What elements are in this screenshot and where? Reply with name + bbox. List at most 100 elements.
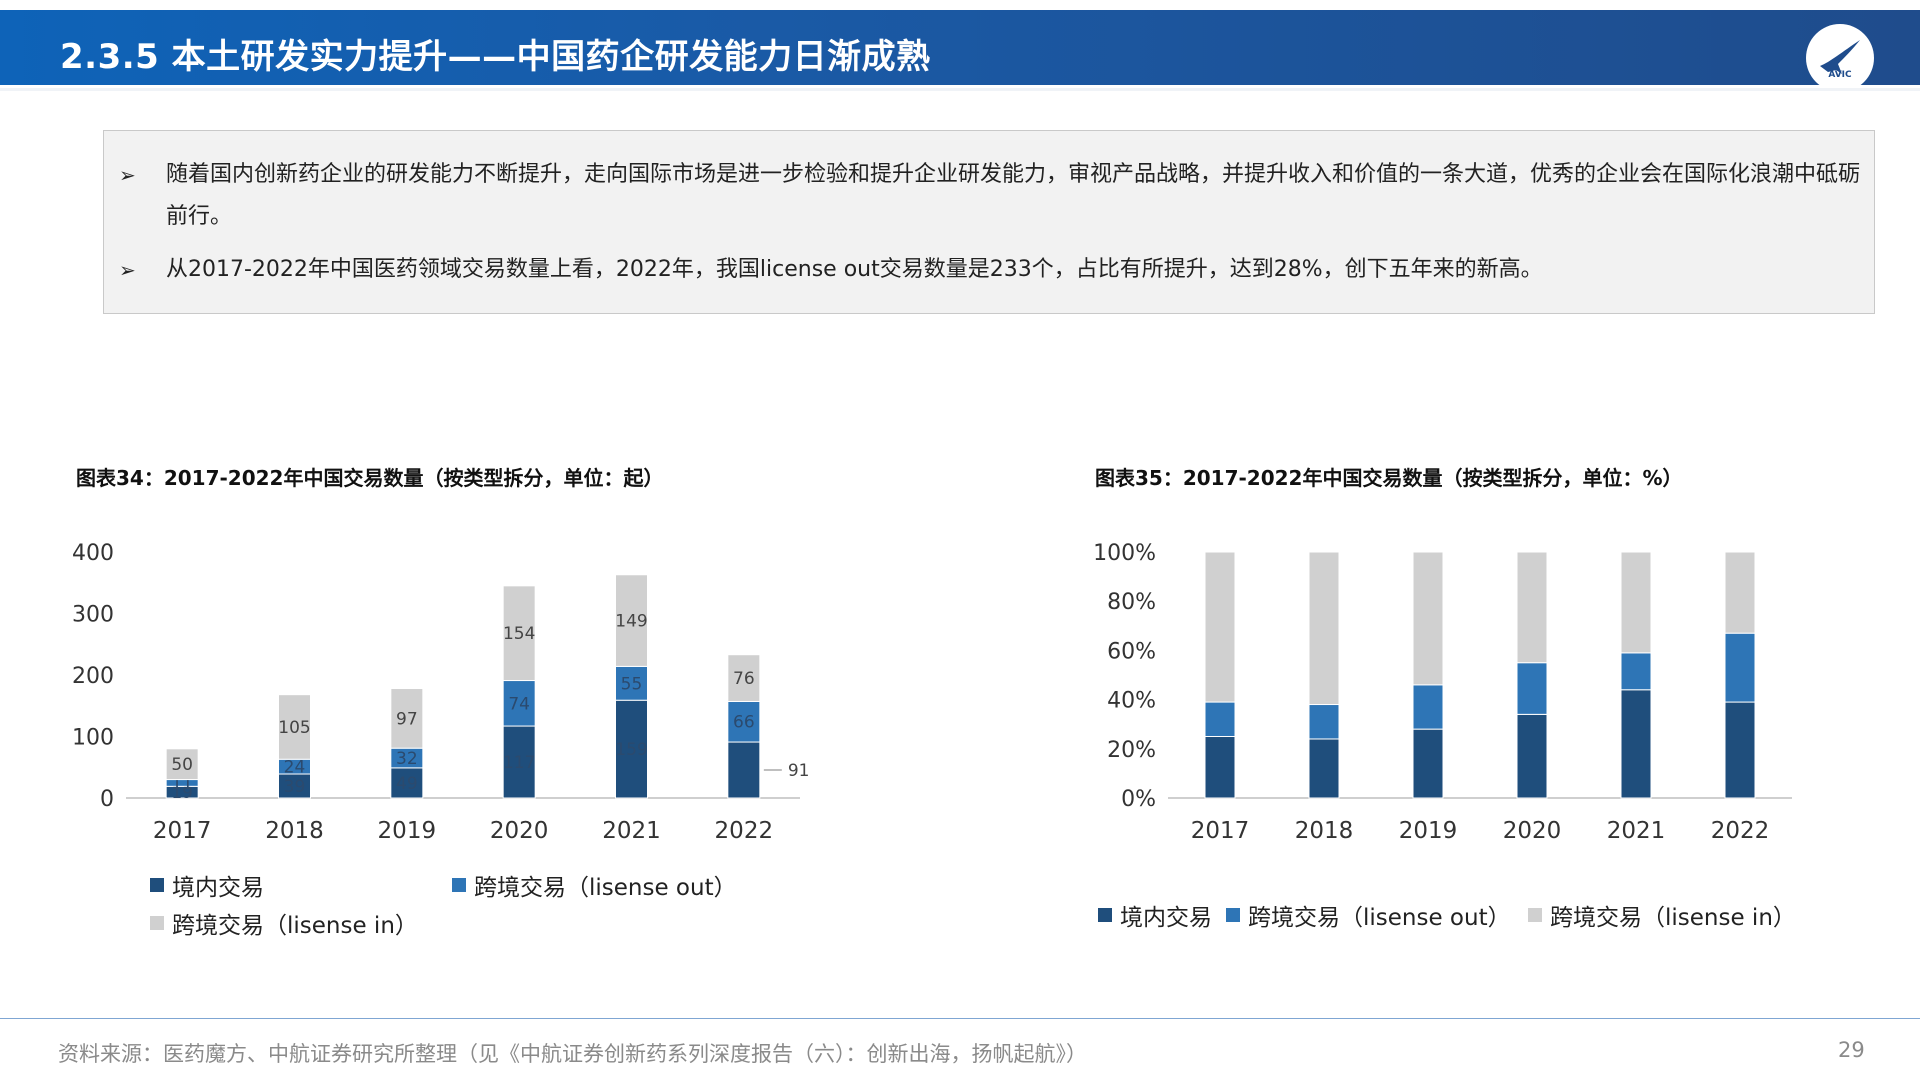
x-tick-label: 2022 — [1711, 818, 1770, 844]
bar-segment — [1620, 652, 1652, 691]
legend-swatch — [1098, 908, 1112, 922]
data-label: 50 — [171, 755, 193, 775]
x-tick-label: 2019 — [1399, 818, 1458, 844]
x-tick-label: 2019 — [378, 818, 437, 844]
logo-text: AVIC — [1828, 70, 1852, 80]
legend-swatch — [452, 878, 466, 892]
y-tick-label: 400 — [72, 541, 114, 566]
bar-segment — [1620, 689, 1652, 799]
bar-segment — [502, 585, 536, 682]
x-tick-label: 2018 — [265, 818, 324, 844]
bar-segment — [1724, 632, 1756, 703]
bar-segment — [1724, 701, 1756, 799]
x-tick-label: 2018 — [1295, 818, 1354, 844]
bar-segment — [615, 574, 648, 667]
y-tick-label: 40% — [1107, 689, 1156, 714]
legend-swatch — [150, 878, 164, 892]
data-label: 76 — [733, 669, 755, 689]
data-label: 91 — [788, 761, 810, 781]
bar-segment — [1412, 684, 1444, 730]
legend-item-domestic: 境内交易 — [150, 868, 264, 902]
plane-icon — [1820, 40, 1860, 74]
data-label: 66 — [733, 713, 755, 733]
legend-item-domestic: 境内交易 — [1098, 898, 1212, 932]
x-tick-label: 2017 — [1191, 818, 1250, 844]
legend-item-license-out: 跨境交易（lisense out） — [1226, 898, 1511, 932]
y-tick-label: 100% — [1093, 541, 1156, 566]
bar-segment — [1516, 662, 1548, 715]
y-tick-label: 100 — [72, 726, 114, 751]
bar-segment — [1620, 551, 1652, 654]
x-tick-label: 2020 — [1503, 818, 1562, 844]
data-label: 97 — [396, 709, 418, 729]
header-divider — [0, 88, 1920, 91]
legend-label: 境内交易 — [172, 875, 264, 901]
data-label: 49 — [396, 774, 418, 794]
bar-segment — [727, 700, 761, 743]
data-label: 149 — [615, 612, 647, 632]
chart-title-34: 图表34：2017-2022年中国交易数量（按类型拆分，单位：起） — [76, 466, 664, 490]
header-bar: 2.3.5 本土研发实力提升——中国药企研发能力日渐成熟 AVIC — [0, 10, 1920, 92]
chart-title-35: 图表35：2017-2022年中国交易数量（按类型拆分，单位：%） — [1095, 466, 1683, 490]
bullet-arrow-icon: ➢ — [119, 163, 136, 187]
bar-segment — [165, 748, 199, 781]
bar-segment — [1308, 738, 1340, 799]
bar-segment — [615, 699, 648, 799]
data-label: 55 — [621, 674, 643, 694]
y-tick-label: 200 — [72, 664, 114, 689]
bar-segment — [1204, 551, 1236, 703]
summary-bullet: ➢ 随着国内创新药企业的研发能力不断提升，走向国际市场是进一步检验和提升企业研发… — [119, 154, 1864, 238]
legend-swatch — [1528, 908, 1542, 922]
legend-label: 跨境交易（lisense out） — [1248, 905, 1511, 931]
bar-segment — [390, 767, 424, 799]
bullet-text: 从2017-2022年中国医药领域交易数量上看，2022年，我国license … — [166, 257, 1543, 282]
y-tick-label: 80% — [1107, 590, 1156, 615]
chart-35: 0% 20% 40% 60% 80% 100% 2017 2018 2019 2020 2021 20… — [1093, 541, 1792, 844]
bar-segment — [390, 688, 424, 749]
x-tick-label: 2021 — [1607, 818, 1666, 844]
legend-label: 跨境交易（lisense in） — [1550, 905, 1796, 931]
data-label: 154 — [503, 624, 535, 644]
bar-segment — [1204, 736, 1236, 799]
legend-label: 境内交易 — [1120, 905, 1212, 931]
x-tick-label: 2020 — [490, 818, 549, 844]
data-label: 74 — [508, 694, 530, 714]
legend-item-license-in: 跨境交易（lisense in） — [150, 906, 418, 940]
summary-box: ➢ 随着国内创新药企业的研发能力不断提升，走向国际市场是进一步检验和提升企业研发… — [103, 130, 1875, 314]
bar-segment — [1516, 713, 1548, 799]
summary-bullet: ➢ 从2017-2022年中国医药领域交易数量上看，2022年，我国licens… — [119, 249, 1864, 291]
page-number: 29 — [1838, 1038, 1865, 1062]
bar-segment — [502, 680, 536, 727]
legend-item-license-in: 跨境交易（lisense in） — [1528, 898, 1796, 932]
bar-segment — [1724, 551, 1756, 634]
bullet-text: 随着国内创新药企业的研发能力不断提升，走向国际市场是进一步检验和提升企业研发能力… — [166, 162, 1861, 229]
y-tick-label: 0 — [100, 787, 114, 812]
bar-segment — [727, 741, 761, 799]
x-tick-label: 2017 — [153, 818, 212, 844]
y-tick-label: 0% — [1121, 787, 1156, 812]
data-label: 117 — [503, 753, 535, 773]
legend-swatch — [1226, 908, 1240, 922]
avic-logo: AVIC — [1806, 24, 1874, 92]
legend-swatch — [150, 916, 164, 930]
bar-segment — [1308, 704, 1340, 740]
x-tick-label: 2021 — [602, 818, 661, 844]
bar-segment — [1308, 551, 1340, 706]
data-label: 24 — [284, 758, 306, 778]
bar-segment — [727, 654, 761, 702]
data-label: 19 — [171, 783, 193, 803]
y-tick-label: 300 — [72, 603, 114, 628]
legend-label: 跨境交易（lisense out） — [474, 875, 737, 901]
legend-item-license-out: 跨境交易（lisense out） — [452, 868, 737, 902]
chart-34: 0100200300400191150201739241052018493297… — [72, 541, 810, 844]
bar-segment — [1516, 551, 1548, 664]
bar-segment — [278, 694, 311, 760]
page-title: 2.3.5 本土研发实力提升——中国药企研发能力日渐成熟 — [60, 37, 931, 77]
legend-label: 跨境交易（lisense in） — [172, 913, 418, 939]
bar-segment — [1204, 701, 1236, 737]
data-label: 39 — [284, 777, 306, 797]
footer-divider — [0, 1018, 1920, 1019]
data-label: 105 — [278, 718, 310, 738]
footer-source: 资料来源：医药魔方、中航证券研究所整理（见《中航证券创新药系列深度报告（六）：创… — [58, 1042, 1087, 1066]
bar-segment — [1412, 551, 1444, 686]
